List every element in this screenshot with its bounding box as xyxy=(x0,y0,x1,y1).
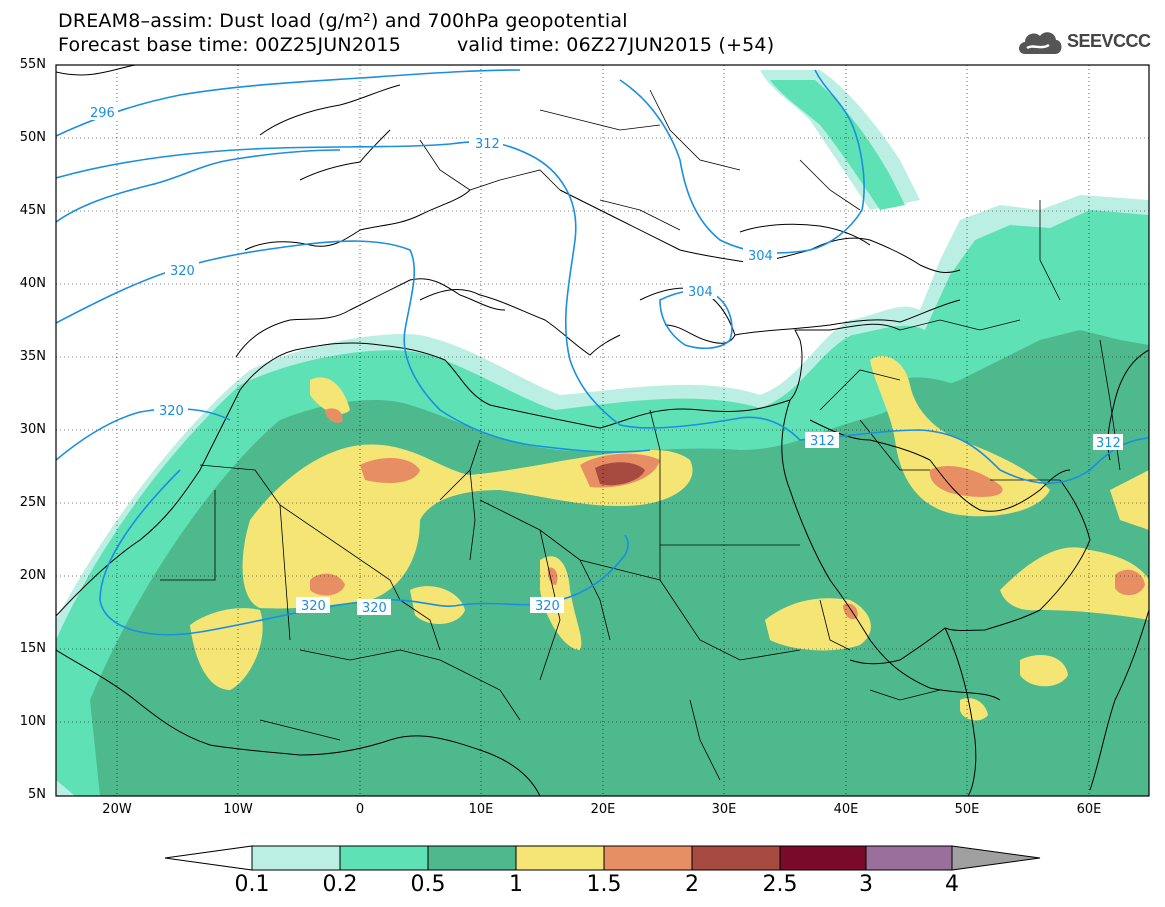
lat-label-55n: 55N xyxy=(19,57,46,72)
lat-label-45n: 45N xyxy=(19,203,46,218)
contour-label-320-chad: 320 xyxy=(535,599,560,614)
cloud-logo-icon xyxy=(1019,32,1062,54)
colorbar-tick-1-5: 1.5 xyxy=(586,872,622,897)
borders xyxy=(160,89,1121,781)
colorbar-bin-3 xyxy=(427,845,517,871)
contour-label-312-arabia: 312 xyxy=(810,434,835,449)
lon-label-60e: 60E xyxy=(1076,802,1102,817)
colorbar-bin-6 xyxy=(691,845,781,871)
logo-text: SEEVCCC xyxy=(1067,31,1151,51)
colorbar-high-arrow xyxy=(951,845,1041,871)
contour-label-320-west: 320 xyxy=(159,404,184,419)
colorbar-bin-8 xyxy=(865,845,953,871)
colorbar-bin-7 xyxy=(779,845,867,871)
lon-label-20e: 20E xyxy=(590,802,616,817)
contour-label-320-sahel-b: 320 xyxy=(362,601,387,616)
colorbar xyxy=(164,845,1041,871)
coastlines xyxy=(56,65,1149,796)
lon-label-40e: 40E xyxy=(833,802,859,817)
contour-label-312-europe: 312 xyxy=(475,137,500,152)
map-frame xyxy=(55,64,1150,797)
colorbar-tick-0-5: 0.5 xyxy=(410,872,446,897)
contour-label-304-aegean: 304 xyxy=(688,285,713,300)
lat-label-35n: 35N xyxy=(19,349,46,364)
colorbar-tick-0-2: 0.2 xyxy=(322,872,358,897)
lat-label-15n: 15N xyxy=(19,641,46,656)
contour-label-296: 296 xyxy=(90,106,115,121)
contour-label-320-sahel-a: 320 xyxy=(301,599,326,614)
contour-label-304-balkans: 304 xyxy=(748,249,773,264)
colorbar-tick-2: 2 xyxy=(685,872,699,897)
contour-label-312-east: 312 xyxy=(1096,436,1121,451)
map-subtitle: Forecast base time: 00Z25JUN2015 valid ti… xyxy=(58,34,774,56)
lat-label-30n: 30N xyxy=(19,422,46,437)
colorbar-tick-3: 3 xyxy=(859,872,873,897)
lon-label-0: 0 xyxy=(355,802,365,817)
colorbar-bin-2 xyxy=(339,845,429,871)
contour-label-320-atlantic: 320 xyxy=(170,264,195,279)
map-title: DREAM8–assim: Dust load (g/m²) and 700hP… xyxy=(58,10,628,32)
base-time: Forecast base time: 00Z25JUN2015 xyxy=(58,34,401,56)
seevccc-logo: SEEVCCC xyxy=(1015,22,1155,62)
colorbar-tick-4: 4 xyxy=(945,872,959,897)
colorbar-bin-5 xyxy=(603,845,693,871)
colorbar-tick-0-1: 0.1 xyxy=(234,872,270,897)
lat-label-50n: 50N xyxy=(19,130,46,145)
colorbar-tick-2-5: 2.5 xyxy=(762,872,798,897)
lat-label-25n: 25N xyxy=(19,495,46,510)
colorbar-low-arrow xyxy=(164,845,253,871)
lon-label-20w: 20W xyxy=(102,802,132,817)
lon-label-10w: 10W xyxy=(223,802,253,817)
lat-label-10n: 10N xyxy=(19,714,46,729)
contour-labels: 296 312 320 304 304 312 312 320 320 320 … xyxy=(90,106,1121,616)
colorbar-bin-1 xyxy=(251,845,341,871)
lat-label-5n: 5N xyxy=(28,787,46,802)
dust-fields xyxy=(56,70,1149,796)
lat-label-20n: 20N xyxy=(19,568,46,583)
lon-label-30e: 30E xyxy=(711,802,737,817)
lon-label-10e: 10E xyxy=(468,802,494,817)
lat-label-40n: 40N xyxy=(19,276,46,291)
lon-label-50e: 50E xyxy=(954,802,980,817)
colorbar-tick-1: 1 xyxy=(509,872,523,897)
valid-time: valid time: 06Z27JUN2015 (+54) xyxy=(456,34,775,56)
contour-label-boxes xyxy=(84,104,1123,615)
colorbar-bin-4 xyxy=(515,845,605,871)
